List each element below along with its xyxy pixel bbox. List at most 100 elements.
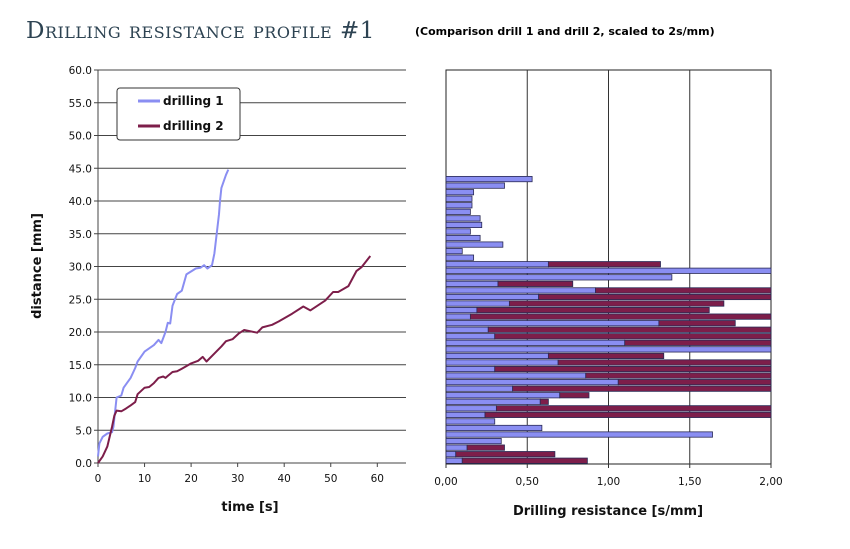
bar-drilling-1 — [445, 182, 505, 189]
x-tick-label: 1,00 — [597, 476, 620, 488]
legend: drilling 1 drilling 2 — [116, 87, 241, 141]
bar-drilling-1 — [445, 320, 660, 327]
bar-drilling-1 — [445, 379, 619, 386]
page-subtitle: (Comparison drill 1 and drill 2, scaled … — [415, 25, 715, 38]
bar-x-axis-label: Drilling resistance [s/mm] — [513, 504, 703, 519]
bar-drilling-2 — [547, 261, 661, 268]
bar-drilling-1 — [445, 202, 473, 209]
legend-label-drilling-2: drilling 2 — [163, 119, 224, 133]
bar-drilling-1 — [445, 437, 502, 445]
bar-drilling-2 — [512, 385, 772, 392]
bar-drilling-1 — [445, 405, 497, 412]
series-line-drilling-2 — [97, 255, 372, 464]
bar-drilling-1 — [445, 365, 496, 373]
bar-drilling-1 — [445, 385, 514, 392]
x-tick-label: 0,00 — [434, 476, 457, 488]
bar-drilling-2 — [476, 306, 710, 314]
bar-drilling-2 — [494, 365, 772, 373]
x-tick-label: 50 — [324, 473, 337, 485]
bar-drilling-1 — [445, 261, 549, 268]
bar-drilling-2 — [484, 411, 772, 418]
page-title: Drilling resistance profile #1 — [26, 18, 375, 44]
bar-drilling-1 — [445, 411, 486, 418]
bar-drilling-2 — [557, 359, 772, 366]
bar-drilling-1 — [445, 326, 489, 333]
x-tick-label: 40 — [278, 473, 291, 485]
bar-chart: 0,00 0,50 1,00 1,50 2,00 — [434, 69, 783, 488]
bar-drilling-1 — [445, 234, 481, 242]
line-y-axis-label: distance [mm] — [30, 213, 45, 319]
y-tick-label: 5.0 — [75, 425, 92, 437]
bar-drilling-1 — [445, 293, 540, 301]
bar-drilling-1 — [445, 359, 559, 366]
bar-drilling-1 — [445, 208, 471, 215]
bar-drilling-2 — [508, 300, 725, 307]
bar-drilling-1 — [445, 248, 463, 255]
bar-drilling-1 — [445, 392, 561, 399]
line-chart: 0.0 5.0 10.0 15.0 20.0 25.0 30.0 35.0 40.0 45.0 50… — [69, 65, 406, 485]
y-tick-label: 0.0 — [75, 458, 92, 470]
y-tick-label: 10.0 — [69, 393, 92, 405]
bar-drilling-1 — [445, 228, 471, 235]
bar-drilling-2 — [461, 457, 588, 464]
bar-drilling-2 — [624, 339, 772, 346]
bar-drilling-1 — [445, 333, 496, 340]
bar-drilling-2 — [547, 352, 665, 359]
bar-drilling-1 — [445, 221, 483, 228]
bar-drilling-1 — [445, 189, 475, 196]
bar-drilling-1 — [445, 267, 772, 274]
bar-drilling-2 — [539, 398, 549, 405]
x-tick-label: 10 — [138, 473, 151, 485]
bar-drilling-1 — [445, 313, 471, 320]
bar-drilling-1 — [445, 339, 626, 346]
x-tick-label: 30 — [231, 473, 244, 485]
bar-drilling-1 — [445, 457, 463, 464]
bar-drilling-1 — [445, 254, 475, 261]
y-tick-label: 35.0 — [69, 229, 92, 241]
bar-drilling-2 — [494, 333, 772, 340]
x-tick-label: 20 — [184, 473, 197, 485]
bar-drilling-2 — [466, 444, 505, 451]
x-tick-label: 1,50 — [678, 476, 701, 488]
bar-drilling-1 — [445, 398, 541, 405]
bar-drilling-1 — [445, 300, 510, 307]
bar-drilling-1 — [445, 241, 504, 248]
bar-drilling-2 — [559, 392, 590, 399]
bar-drilling-2 — [495, 405, 772, 412]
line-x-axis-label: time [s] — [221, 500, 278, 515]
bar-drilling-1 — [445, 346, 772, 353]
y-tick-label: 60.0 — [69, 65, 92, 77]
y-tick-label: 25.0 — [69, 294, 92, 306]
x-tick-label: 0 — [95, 473, 102, 485]
bar-drilling-2 — [455, 451, 556, 458]
bar-drilling-1 — [445, 306, 478, 314]
bar-drilling-2 — [487, 326, 772, 333]
bar-drilling-1 — [445, 195, 473, 202]
bar-drilling-1 — [445, 418, 496, 425]
bar-drilling-1 — [445, 352, 549, 359]
bar-drilling-1 — [445, 175, 533, 183]
bar-drilling-2 — [469, 313, 772, 320]
y-tick-label: 45.0 — [69, 163, 92, 175]
bar-drilling-1 — [445, 215, 481, 222]
bar-drilling-2 — [595, 287, 772, 294]
bar-drilling-1 — [445, 451, 457, 458]
legend-label-drilling-1: drilling 1 — [163, 94, 224, 108]
x-tick-label: 60 — [371, 473, 384, 485]
bar-drilling-2 — [617, 379, 772, 386]
x-tick-label: 0,50 — [516, 476, 539, 488]
bar-drilling-1 — [445, 431, 713, 438]
y-tick-label: 40.0 — [69, 196, 92, 208]
bar-drilling-2 — [658, 320, 736, 327]
y-tick-label: 20.0 — [69, 327, 92, 339]
bar-drilling-1 — [445, 274, 673, 281]
y-tick-label: 55.0 — [69, 98, 92, 110]
bar-drilling-1 — [445, 287, 596, 294]
bar-drilling-1 — [445, 424, 543, 432]
series-line-drilling-1 — [97, 169, 230, 457]
bar-drilling-1 — [445, 372, 587, 379]
bar-drilling-2 — [497, 280, 574, 287]
bar-drilling-2 — [538, 293, 772, 301]
bar-drilling-1 — [445, 444, 468, 451]
